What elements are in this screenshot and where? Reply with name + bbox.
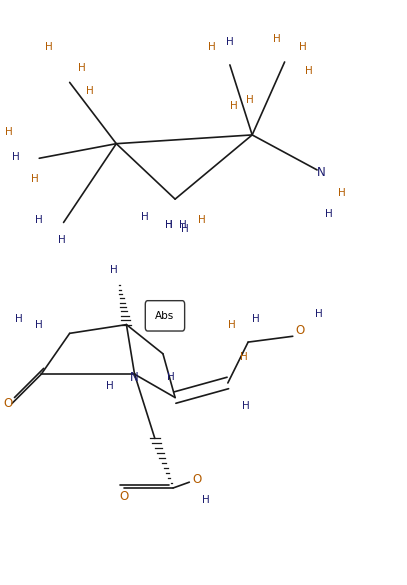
Text: H: H (179, 221, 186, 230)
Text: H: H (337, 188, 345, 198)
Text: H: H (31, 174, 39, 184)
Text: H: H (252, 314, 260, 324)
Text: H: H (5, 127, 13, 137)
Text: H: H (315, 309, 323, 319)
Text: H: H (35, 215, 43, 225)
Text: H: H (228, 319, 236, 329)
Text: H: H (182, 225, 189, 235)
Text: H: H (46, 42, 53, 53)
Text: H: H (15, 314, 23, 324)
Text: H: H (165, 221, 173, 230)
Text: O: O (192, 473, 201, 486)
Text: H: H (242, 401, 250, 411)
Text: H: H (35, 319, 43, 329)
Text: N: N (130, 371, 139, 384)
Text: H: H (208, 42, 215, 53)
Text: O: O (3, 397, 13, 410)
Text: H: H (226, 36, 234, 47)
Text: H: H (165, 221, 173, 230)
Text: H: H (167, 372, 175, 382)
Text: O: O (120, 490, 129, 503)
Text: Abs: Abs (155, 311, 175, 321)
Text: H: H (240, 352, 248, 362)
Text: H: H (325, 209, 333, 219)
Text: H: H (141, 212, 149, 222)
Text: H: H (86, 86, 94, 96)
Text: H: H (110, 266, 118, 276)
Text: H: H (58, 235, 66, 245)
Text: O: O (295, 324, 305, 337)
Text: H: H (78, 63, 86, 73)
Text: H: H (198, 215, 206, 225)
Text: H: H (299, 42, 307, 53)
Text: H: H (305, 66, 313, 75)
FancyBboxPatch shape (145, 301, 185, 331)
Text: H: H (12, 152, 20, 161)
Text: H: H (230, 101, 238, 111)
Text: H: H (106, 381, 114, 391)
Text: H: H (246, 95, 254, 105)
Text: H: H (201, 495, 210, 505)
Text: H: H (273, 33, 280, 44)
Text: N: N (317, 166, 326, 180)
